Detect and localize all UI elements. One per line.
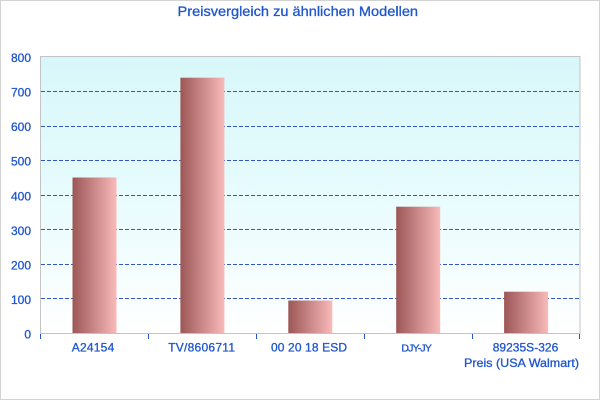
svg-text:TV/8606711: TV/8606711 <box>168 340 235 354</box>
svg-text:100: 100 <box>11 293 31 307</box>
svg-text:700: 700 <box>11 85 31 99</box>
svg-text:800: 800 <box>11 51 31 65</box>
svg-text:Preis (USA Walmart): Preis (USA Walmart) <box>464 356 579 370</box>
svg-text:200: 200 <box>11 258 31 272</box>
svg-text:600: 600 <box>11 120 31 134</box>
svg-text:500: 500 <box>11 154 31 168</box>
svg-text:89235S-326: 89235S-326 <box>493 340 559 354</box>
svg-text:A24154: A24154 <box>72 340 115 354</box>
svg-text:300: 300 <box>11 224 31 238</box>
svg-text:00 20 18 ESD: 00 20 18 ESD <box>271 340 347 354</box>
svg-text:400: 400 <box>11 189 31 203</box>
svg-text:DJY-JY: DJY-JY <box>401 342 432 354</box>
svg-text:0: 0 <box>24 327 31 341</box>
svg-text:Preisvergleich zu ähnlichen Mo: Preisvergleich zu ähnlichen Modellen <box>178 3 419 19</box>
